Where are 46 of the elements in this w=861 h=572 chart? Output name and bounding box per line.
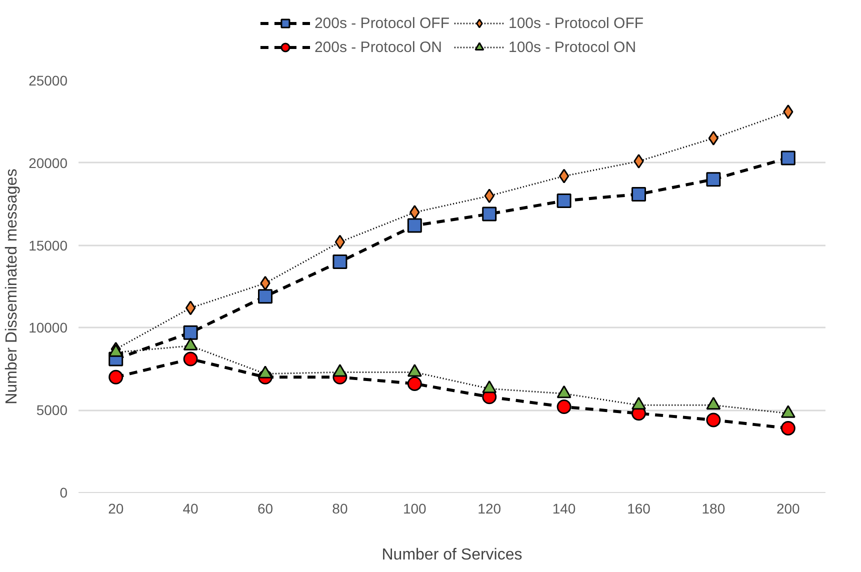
- x-tick-label: 80: [332, 500, 348, 516]
- x-tick-label: 140: [552, 500, 576, 516]
- y-tick-label: 5000: [36, 402, 68, 418]
- x-axis-title: Number of Services: [382, 546, 522, 564]
- point: [780, 420, 796, 436]
- point: [407, 218, 422, 233]
- y-tick-label: 20000: [28, 154, 68, 171]
- point: [332, 254, 348, 270]
- y-tick-label: 15000: [28, 237, 68, 254]
- point: [706, 172, 721, 187]
- point: [706, 412, 721, 428]
- point: [334, 234, 346, 250]
- y-tick-label: 10000: [28, 320, 68, 336]
- x-tick-label: 60: [257, 500, 274, 516]
- point: [632, 186, 646, 202]
- x-tick-label: 20: [108, 500, 124, 516]
- y-axis-title: Number Disseminated messages: [4, 168, 21, 404]
- point: [183, 352, 198, 366]
- legend-label: 100s - Protocol ON: [508, 38, 636, 56]
- point: [484, 188, 494, 204]
- x-tick-label: 120: [478, 500, 502, 516]
- point: [185, 300, 196, 316]
- point: [783, 104, 794, 120]
- point: [556, 194, 572, 208]
- legend-label: 200s - Protocol ON: [314, 38, 442, 56]
- point: [183, 325, 198, 340]
- point: [558, 168, 570, 184]
- x-tick-label: 40: [182, 500, 199, 516]
- x-tick-label: 200: [776, 500, 800, 516]
- point: [634, 154, 644, 168]
- legend-label: 200s - Protocol OFF: [314, 14, 450, 32]
- point: [260, 276, 270, 290]
- point: [108, 370, 124, 384]
- x-tick-label: 180: [702, 500, 726, 516]
- x-tick-label: 100: [402, 500, 427, 516]
- point: [407, 376, 422, 391]
- x-tick-label: 160: [627, 500, 651, 516]
- legend-label: 100s - Protocol OFF: [508, 14, 644, 32]
- point: [708, 130, 719, 146]
- point: [780, 150, 796, 166]
- point: [556, 400, 572, 414]
- y-tick-label: 0: [60, 484, 68, 500]
- y-tick-label: 25000: [28, 72, 68, 88]
- point: [482, 206, 497, 222]
- point: [258, 289, 272, 304]
- point: [410, 205, 420, 220]
